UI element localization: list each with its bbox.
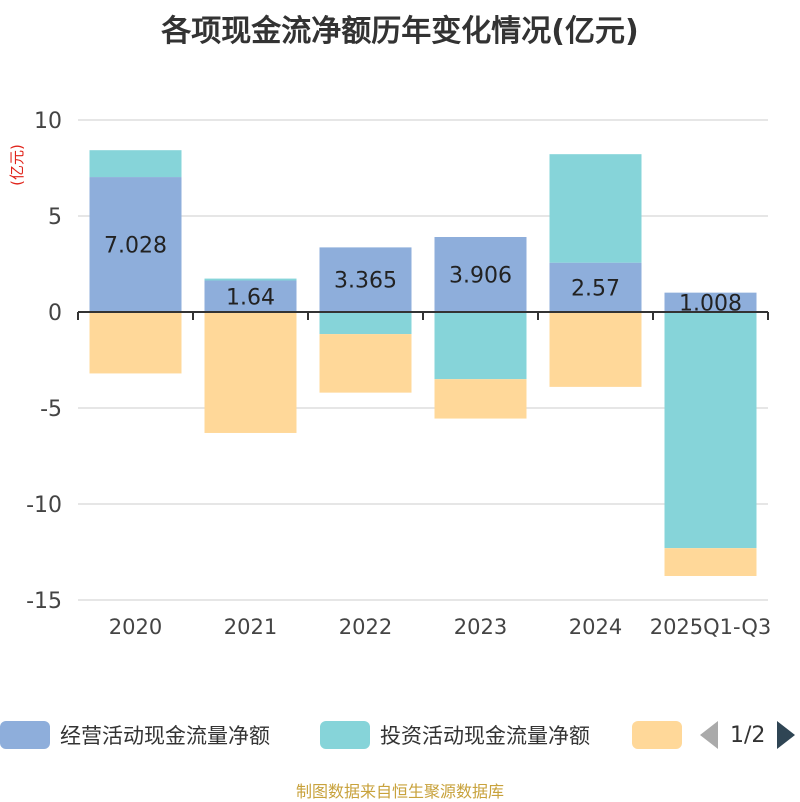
legend-item-investing[interactable]: 投资活动现金流量净额 xyxy=(320,718,590,752)
legend-pager: 1/2 xyxy=(700,718,796,752)
bar-operating xyxy=(434,237,527,312)
legend-label-operating: 经营活动现金流量净额 xyxy=(60,724,270,748)
bar-operating xyxy=(204,280,297,312)
bar-investing xyxy=(549,154,642,263)
y-tick-label: -10 xyxy=(26,493,62,518)
y-tick-label: 10 xyxy=(34,109,62,134)
data-source-note: 制图数据来自恒生聚源数据库 xyxy=(295,782,504,801)
legend-item-operating[interactable]: 经营活动现金流量净额 xyxy=(0,718,270,752)
data-label: 7.028 xyxy=(104,234,167,259)
data-label: 3.906 xyxy=(449,264,512,289)
y-tick-label: 0 xyxy=(48,301,62,326)
prev-page-icon[interactable] xyxy=(700,721,718,749)
bar-investing xyxy=(664,312,757,549)
legend-swatch-investing xyxy=(320,721,370,749)
chart-title: 各项现金流净额历年变化情况(亿元) xyxy=(161,14,639,49)
legend-page-indicator: 1/2 xyxy=(730,722,766,748)
legend: 经营活动现金流量净额 投资活动现金流量净额 xyxy=(0,718,800,752)
bar-financing xyxy=(204,312,297,433)
x-tick-label: 2021 xyxy=(224,615,277,639)
y-tick-label: -15 xyxy=(26,589,62,614)
bar-financing xyxy=(89,312,182,374)
bar-investing xyxy=(434,312,527,380)
x-tick-label: 2022 xyxy=(339,615,392,639)
bar-operating xyxy=(89,177,182,312)
bar-investing xyxy=(319,312,412,335)
next-page-icon[interactable] xyxy=(777,721,796,749)
x-tick-label: 2020 xyxy=(109,615,162,639)
y-tick-label: 5 xyxy=(48,205,62,230)
bar-operating xyxy=(664,292,757,312)
legend-swatch-financing xyxy=(632,721,682,749)
bar-investing xyxy=(204,278,297,281)
bar-operating xyxy=(319,247,412,312)
bar-investing xyxy=(89,150,182,178)
x-tick-label: 2023 xyxy=(454,615,507,639)
data-label: 1.64 xyxy=(226,285,275,310)
bar-financing xyxy=(319,334,412,393)
bar-operating xyxy=(549,262,642,312)
bar-financing xyxy=(664,548,757,576)
data-label: 3.365 xyxy=(334,269,397,294)
x-tick-label: 2025Q1-Q3 xyxy=(650,615,772,639)
cash-flow-chart: 10 5 0 -5 -10 -15 (亿元) 7.028 2020 1.64 2021 3.365 20… xyxy=(8,109,772,639)
y-tick-label: -5 xyxy=(40,397,62,422)
x-tick-label: 2024 xyxy=(569,615,622,639)
legend-label-investing: 投资活动现金流量净额 xyxy=(380,724,590,748)
data-label: 2.57 xyxy=(571,276,620,301)
y-axis-label: (亿元) xyxy=(8,144,26,186)
legend-swatch-operating xyxy=(0,721,50,749)
bar-financing xyxy=(434,379,527,419)
legend-item-financing[interactable] xyxy=(632,718,682,752)
bar-financing xyxy=(549,312,642,387)
